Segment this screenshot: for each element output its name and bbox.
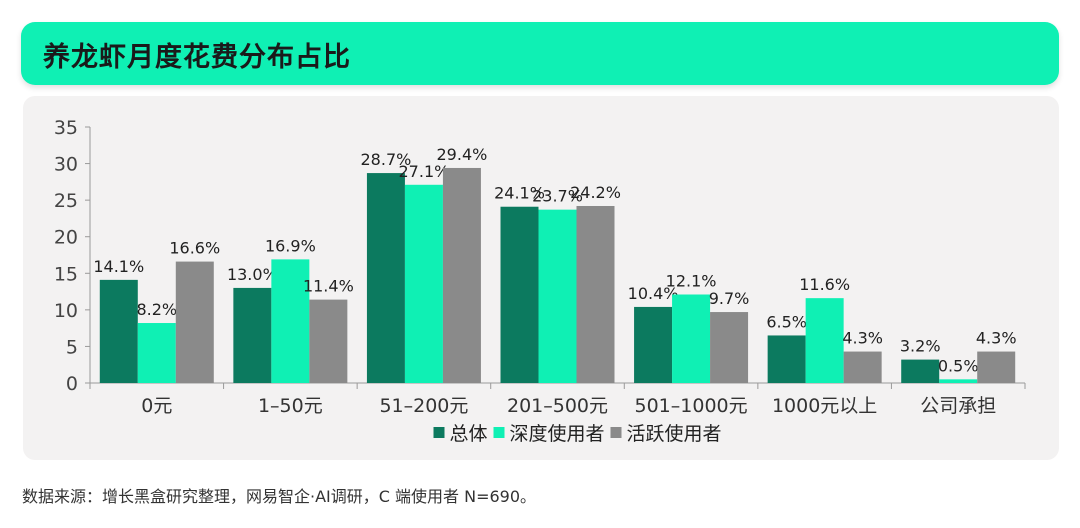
data-label: 28.7% xyxy=(361,150,412,169)
data-label: 10.4% xyxy=(628,284,679,303)
bar xyxy=(404,184,443,383)
x-category-label: 201–500元 xyxy=(507,395,608,417)
legend-label: 总体 xyxy=(450,423,488,445)
bar xyxy=(634,306,673,383)
bar xyxy=(538,209,577,383)
chart-title: 养龙虾月度花费分布占比 xyxy=(43,42,351,73)
y-tick-label: 0 xyxy=(66,373,78,395)
y-tick-label: 35 xyxy=(54,117,78,139)
legend-swatch xyxy=(433,427,445,438)
data-label: 4.3% xyxy=(842,329,883,348)
data-label: 11.4% xyxy=(303,277,354,296)
data-label: 8.2% xyxy=(136,300,177,319)
y-tick-label: 30 xyxy=(54,154,78,176)
x-category-label: 501–1000元 xyxy=(635,395,748,417)
bar xyxy=(576,205,615,383)
x-category-label: 1–50元 xyxy=(258,395,323,417)
data-label: 24.2% xyxy=(570,183,621,202)
y-tick-label: 20 xyxy=(54,227,78,249)
bar xyxy=(767,335,806,383)
data-label: 13.0% xyxy=(227,265,278,284)
x-category-label: 1000元以上 xyxy=(772,395,877,417)
legend-label: 深度使用者 xyxy=(510,423,605,445)
bar xyxy=(175,261,214,383)
bar xyxy=(500,206,539,383)
bar xyxy=(233,287,272,383)
data-label: 14.1% xyxy=(93,257,144,276)
bar-chart: 0 5 10 15 20 25 30 35 14.1% 8.2% 16.6% 0元 13.0% 16.9%… xyxy=(54,117,1026,445)
bar xyxy=(271,259,310,383)
bar xyxy=(710,312,749,383)
x-category-label: 0元 xyxy=(141,395,172,417)
y-tick-label: 25 xyxy=(54,190,78,212)
y-tick-label: 15 xyxy=(54,263,78,285)
data-label: 29.4% xyxy=(437,145,488,164)
data-source-note: 数据来源：增长黑盒研究整理，网易智企·AI调研，C 端使用者 N=690。 xyxy=(22,487,537,506)
bar xyxy=(309,299,348,383)
data-label: 11.6% xyxy=(799,275,850,294)
data-label: 9.7% xyxy=(709,289,750,308)
title-banner: 养龙虾月度花费分布占比 xyxy=(21,22,1059,85)
data-label: 12.1% xyxy=(666,271,717,290)
data-label: 6.5% xyxy=(766,312,807,331)
legend-label: 活跃使用者 xyxy=(627,423,722,445)
bar xyxy=(977,351,1016,383)
data-label: 16.6% xyxy=(169,239,220,258)
bar xyxy=(442,167,481,383)
bar xyxy=(137,323,176,383)
bar xyxy=(672,294,711,383)
data-label: 16.9% xyxy=(265,236,316,255)
data-label: 23.7% xyxy=(532,187,583,206)
x-category-label: 公司承担 xyxy=(920,395,996,417)
chart-panel: 0 5 10 15 20 25 30 35 14.1% 8.2% 16.6% 0元 13.0% 16.9%… xyxy=(23,96,1059,460)
data-label: 24.1% xyxy=(494,184,545,203)
bar xyxy=(939,379,978,383)
y-tick-label: 5 xyxy=(66,336,78,358)
bar xyxy=(366,173,405,383)
data-label: 27.1% xyxy=(399,162,450,181)
legend-swatch xyxy=(493,427,505,438)
bar xyxy=(805,298,844,383)
bar xyxy=(99,279,138,383)
x-category-label: 51–200元 xyxy=(379,395,468,417)
bar xyxy=(843,351,882,383)
data-label: 0.5% xyxy=(938,356,979,375)
legend-swatch xyxy=(610,427,622,438)
y-tick-label: 10 xyxy=(54,300,78,322)
data-label: 4.3% xyxy=(976,329,1017,348)
bar xyxy=(901,359,940,383)
data-label: 3.2% xyxy=(900,337,941,356)
